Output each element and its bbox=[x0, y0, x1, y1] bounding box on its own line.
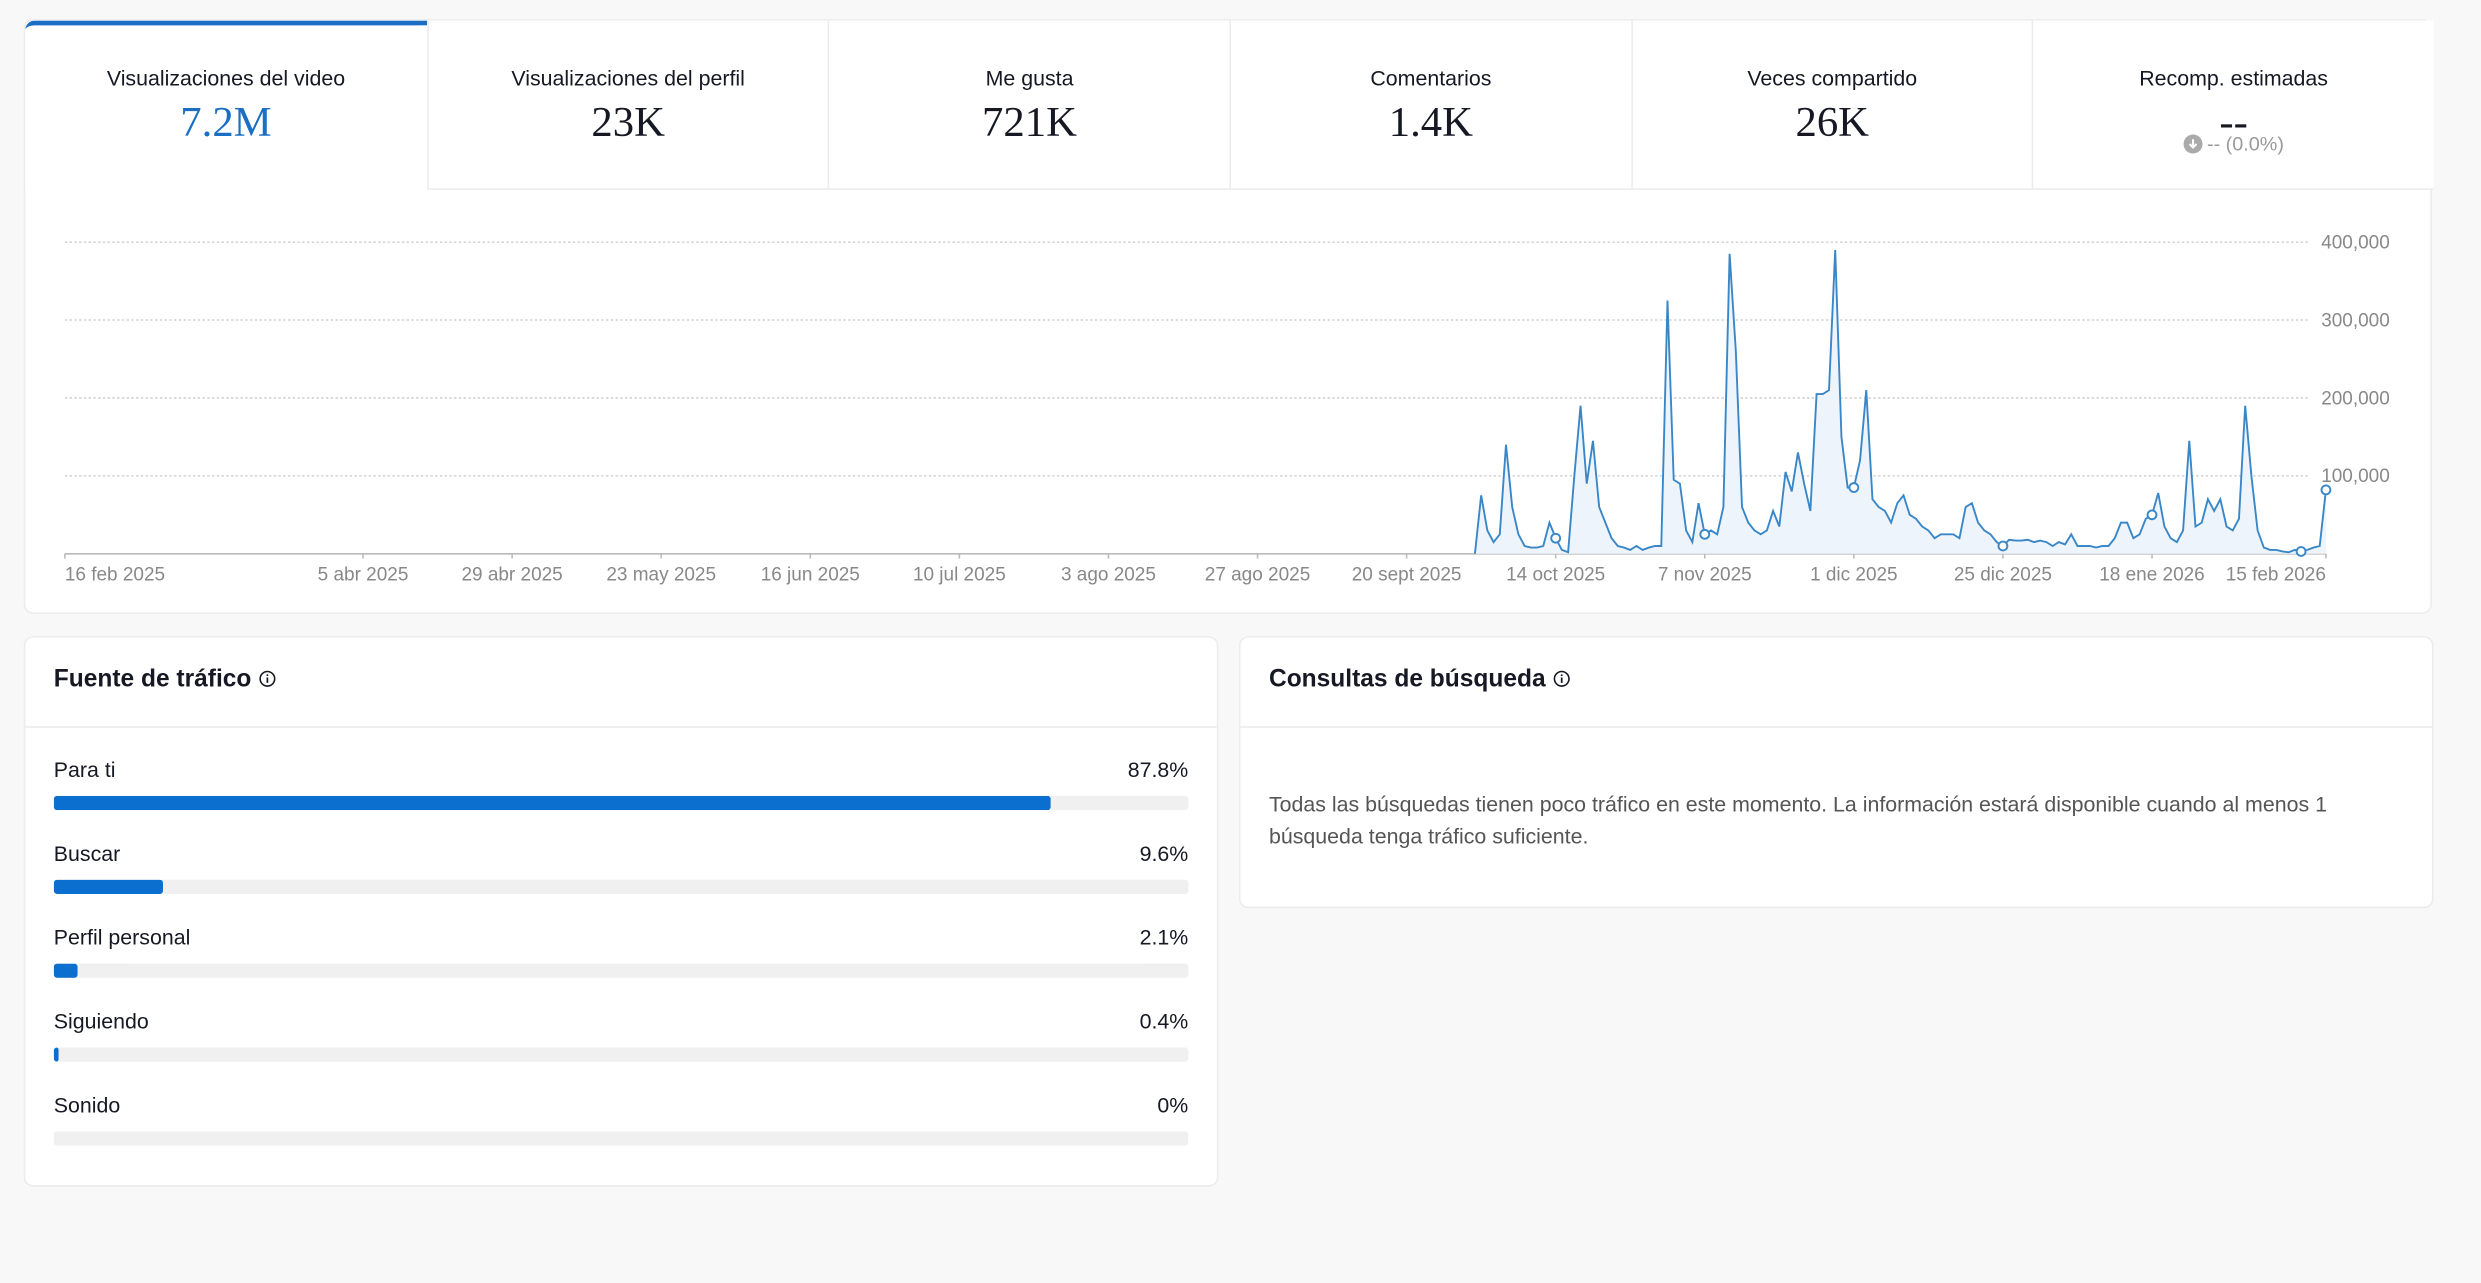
down-icon bbox=[2183, 134, 2203, 154]
x-tick-label: 27 ago 2025 bbox=[1205, 565, 1311, 586]
x-tick-label: 5 abr 2025 bbox=[318, 565, 409, 586]
source-value: 0% bbox=[1157, 1093, 1189, 1118]
source-value: 87.8% bbox=[1127, 757, 1189, 782]
x-tick-label: 18 ene 2026 bbox=[2099, 565, 2205, 586]
metric-label: Visualizaciones del perfil bbox=[511, 66, 745, 91]
bar-track bbox=[53, 1131, 1189, 1146]
metric-value: 721K bbox=[982, 98, 1077, 146]
search-queries-message: Todas las búsquedas tienen poco tráfico … bbox=[1268, 792, 2327, 849]
source-name: Siguiendo bbox=[53, 1009, 149, 1034]
x-tick-label: 16 feb 2025 bbox=[65, 565, 165, 586]
y-tick-label: 100,000 bbox=[2321, 466, 2390, 487]
search-queries-title: Consultas de búsqueda bbox=[1268, 666, 1546, 694]
bar bbox=[53, 795, 1050, 811]
source-name: Sonido bbox=[53, 1093, 121, 1118]
divider bbox=[1240, 726, 2432, 728]
y-tick-label: 300,000 bbox=[2321, 310, 2390, 331]
x-tick-label: 29 abr 2025 bbox=[461, 565, 562, 586]
x-tick-label: 7 nov 2025 bbox=[1658, 565, 1752, 586]
x-tick-label: 25 dic 2025 bbox=[1954, 565, 2052, 586]
source-value: 9.6% bbox=[1139, 841, 1189, 866]
metric-label: Visualizaciones del video bbox=[106, 66, 346, 91]
search-queries-card: Consultas de búsqueda Todas las búsqueda… bbox=[1238, 636, 2434, 909]
traffic-source-header: Fuente de tráfico bbox=[54, 666, 277, 694]
point-marker bbox=[2146, 509, 2158, 521]
metric-change-text: -- (0.0%) bbox=[2207, 132, 2284, 156]
info-icon[interactable] bbox=[1552, 669, 1571, 688]
point-marker bbox=[1550, 532, 1562, 544]
metric-label: Comentarios bbox=[1370, 66, 1492, 91]
source-value: 2.1% bbox=[1139, 925, 1189, 950]
line bbox=[1473, 249, 2327, 554]
metric-value: 7.2M bbox=[180, 98, 272, 146]
bar bbox=[53, 879, 163, 894]
x-tick-label: 16 jun 2025 bbox=[761, 565, 860, 586]
source-name: Buscar bbox=[53, 841, 121, 866]
metric-tab[interactable]: Visualizaciones del video 7.2M bbox=[25, 20, 427, 190]
metric-value: 23K bbox=[591, 98, 665, 146]
metric-label: Recomp. estimadas bbox=[2139, 66, 2329, 91]
x-tick-label: 3 ago 2025 bbox=[1061, 565, 1156, 586]
bar-track bbox=[53, 963, 1189, 978]
y-tick-label: 200,000 bbox=[2321, 388, 2390, 409]
x-tick-label: 10 jul 2025 bbox=[913, 565, 1006, 586]
y-tick-label: 400,000 bbox=[2321, 232, 2390, 253]
metric-tab[interactable]: Veces compartido 26K bbox=[1630, 20, 2033, 190]
metric-tab[interactable]: Recomp. estimadas -- -- (0.0%) bbox=[2032, 20, 2434, 190]
overview-card: Visualizaciones del video 7.2M Visualizaci… bbox=[23, 18, 2434, 614]
metric-tab[interactable]: Me gusta 721K bbox=[828, 20, 1230, 190]
x-tick-label: 20 sept 2025 bbox=[1352, 565, 1462, 586]
traffic-source-title: Fuente de tráfico bbox=[53, 666, 252, 694]
source-value: 0.4% bbox=[1139, 1009, 1189, 1034]
traffic-source-card: Fuente de tráfico Para ti 87.8% Buscar 9.6%… bbox=[23, 636, 1219, 1187]
info-icon[interactable] bbox=[258, 669, 277, 688]
x-tick-label: 23 may 2025 bbox=[606, 565, 716, 586]
source-name: Perfil personal bbox=[53, 925, 191, 950]
metric-value: -- bbox=[2219, 98, 2248, 146]
metric-change: -- (0.0%) bbox=[2034, 133, 2434, 155]
point-marker bbox=[1997, 540, 2009, 552]
bar-track bbox=[53, 795, 1189, 811]
metric-tab[interactable]: Comentarios 1.4K bbox=[1229, 20, 1631, 190]
bar-track bbox=[53, 879, 1189, 894]
x-tick-label: 14 oct 2025 bbox=[1506, 565, 1605, 586]
bar-track bbox=[53, 1047, 1189, 1062]
views-chart: 100,000 200,000 300,000 400,000 16 feb 2025 5… bbox=[64, 232, 2390, 586]
point-marker bbox=[1699, 528, 1711, 540]
search-queries-header: Consultas de búsqueda bbox=[1269, 666, 1571, 694]
bar bbox=[53, 963, 78, 978]
divider bbox=[25, 726, 1217, 728]
metric-value: 1.4K bbox=[1388, 98, 1474, 146]
metric-value: 26K bbox=[1795, 98, 1870, 146]
bar bbox=[53, 1047, 59, 1062]
point-marker bbox=[2320, 484, 2332, 496]
source-name: Para ti bbox=[53, 757, 116, 782]
area bbox=[1474, 249, 2326, 554]
point-marker bbox=[1848, 482, 1860, 493]
metric-tab[interactable]: Visualizaciones del perfil 23K bbox=[426, 20, 829, 190]
metric-label: Veces compartido bbox=[1747, 66, 1918, 91]
x-tick-label: 1 dic 2025 bbox=[1810, 565, 1898, 586]
x-tick-label: 15 feb 2026 bbox=[2226, 565, 2326, 586]
metric-label: Me gusta bbox=[985, 66, 1074, 91]
point-marker bbox=[2295, 546, 2307, 557]
